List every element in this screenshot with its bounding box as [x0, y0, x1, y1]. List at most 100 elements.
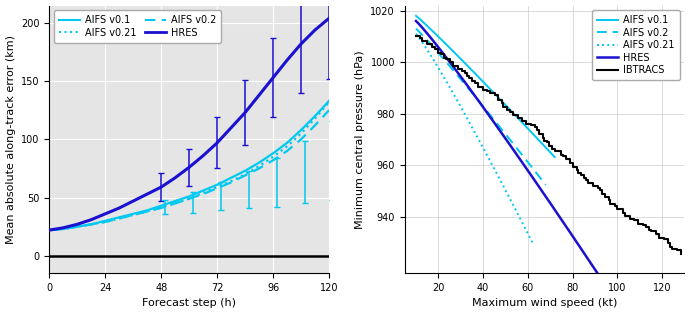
Line: AIFS v0.1: AIFS v0.1 [49, 101, 329, 230]
AIFS v0.21 [521, 226, 529, 230]
Legend: AIFS v0.1, AIFS v0.21, AIFS v0.2, HRES: AIFS v0.1, AIFS v0.21, AIFS v0.2, HRES [55, 10, 221, 43]
HRES [143, 192, 151, 196]
AIFS v0.21 [101, 220, 110, 224]
AIFS v0.21 [87, 222, 95, 226]
AIFS v0.2 [482, 109, 491, 112]
AIFS v0.1 [466, 67, 475, 71]
HRES [115, 206, 124, 210]
AIFS v0.1 [241, 169, 249, 173]
Line: AIFS v0.21: AIFS v0.21 [416, 34, 532, 242]
HRES [73, 222, 81, 226]
AIFS v0.21 [129, 213, 137, 217]
AIFS v0.1 [255, 161, 263, 165]
AIFS v0.21 [59, 227, 68, 231]
AIFS v0.1 [526, 129, 535, 133]
HRES [311, 28, 319, 32]
AIFS v0.1 [508, 110, 516, 114]
AIFS v0.21 [199, 191, 207, 195]
AIFS v0.1 [551, 155, 559, 159]
AIFS v0.2 [101, 220, 110, 224]
AIFS v0.21 [297, 132, 305, 135]
AIFS v0.2 [87, 222, 95, 226]
HRES [412, 19, 420, 23]
AIFS v0.21 [143, 210, 151, 214]
AIFS v0.2 [504, 136, 513, 140]
HRES [466, 88, 475, 92]
AIFS v0.1 [143, 208, 151, 212]
Line: AIFS v0.1: AIFS v0.1 [416, 16, 555, 157]
HRES [241, 111, 249, 115]
HRES [450, 66, 458, 70]
AIFS v0.1 [283, 141, 291, 145]
AIFS v0.2 [143, 210, 151, 214]
Line: AIFS v0.2: AIFS v0.2 [49, 110, 329, 230]
Line: HRES: HRES [49, 18, 329, 230]
AIFS v0.21 [115, 217, 124, 220]
AIFS v0.2 [531, 169, 539, 173]
IBTRACS [412, 35, 420, 38]
AIFS v0.2 [45, 228, 53, 232]
AIFS v0.21 [73, 225, 81, 229]
AIFS v0.1 [129, 212, 137, 216]
HRES [101, 212, 110, 216]
AIFS v0.21 [255, 164, 263, 168]
AIFS v0.21 [446, 86, 454, 90]
HRES [600, 281, 609, 285]
AIFS v0.2 [418, 33, 426, 37]
Y-axis label: Minimum central pressure (hPa): Minimum central pressure (hPa) [355, 50, 365, 229]
AIFS v0.2 [213, 186, 221, 190]
AIFS v0.21 [185, 197, 193, 201]
AIFS v0.2 [269, 159, 277, 162]
AIFS v0.21 [269, 155, 277, 159]
AIFS v0.21 [469, 126, 477, 130]
HRES [283, 58, 291, 62]
Legend: AIFS v0.1, AIFS v0.2, AIFS v0.21, HRES, IBTRACS: AIFS v0.1, AIFS v0.2, AIFS v0.21, HRES, … [592, 10, 680, 80]
HRES [213, 141, 221, 145]
HRES [607, 292, 615, 296]
AIFS v0.1 [101, 219, 110, 223]
AIFS v0.21 [412, 32, 420, 36]
HRES [227, 126, 235, 130]
AIFS v0.1 [185, 194, 193, 198]
HRES [171, 176, 179, 180]
AIFS v0.2 [59, 227, 68, 231]
AIFS v0.1 [297, 128, 305, 132]
X-axis label: Maximum wind speed (kt): Maximum wind speed (kt) [472, 298, 618, 308]
AIFS v0.1 [412, 14, 420, 18]
AIFS v0.21 [494, 174, 502, 178]
HRES [618, 308, 626, 312]
AIFS v0.21 [528, 241, 536, 244]
AIFS v0.21 [45, 228, 53, 232]
AIFS v0.21 [311, 116, 319, 120]
AIFS v0.21 [465, 121, 473, 124]
AIFS v0.1 [311, 114, 319, 118]
AIFS v0.2 [227, 181, 235, 184]
HRES [297, 42, 305, 46]
IBTRACS [569, 165, 577, 169]
IBTRACS [573, 169, 581, 172]
AIFS v0.1 [269, 151, 277, 155]
HRES [269, 76, 277, 79]
AIFS v0.1 [213, 183, 221, 187]
AIFS v0.2 [297, 138, 305, 141]
AIFS v0.1 [45, 228, 53, 232]
Line: AIFS v0.2: AIFS v0.2 [416, 29, 546, 185]
Line: IBTRACS: IBTRACS [416, 36, 680, 254]
IBTRACS [580, 176, 588, 180]
AIFS v0.21 [283, 144, 291, 148]
HRES [185, 165, 193, 169]
AIFS v0.1 [115, 215, 124, 219]
AIFS v0.21 [171, 202, 179, 205]
HRES [420, 28, 428, 32]
AIFS v0.2 [241, 174, 249, 177]
Y-axis label: Mean absolute along-track error (km): Mean absolute along-track error (km) [6, 35, 16, 244]
AIFS v0.2 [255, 166, 263, 170]
AIFS v0.1 [199, 189, 207, 192]
AIFS v0.2 [283, 149, 291, 153]
AIFS v0.1 [73, 225, 81, 229]
AIFS v0.21 [157, 205, 166, 209]
AIFS v0.2 [129, 213, 137, 217]
HRES [255, 93, 263, 97]
Line: HRES: HRES [416, 21, 622, 310]
X-axis label: Forecast step (h): Forecast step (h) [142, 298, 236, 308]
